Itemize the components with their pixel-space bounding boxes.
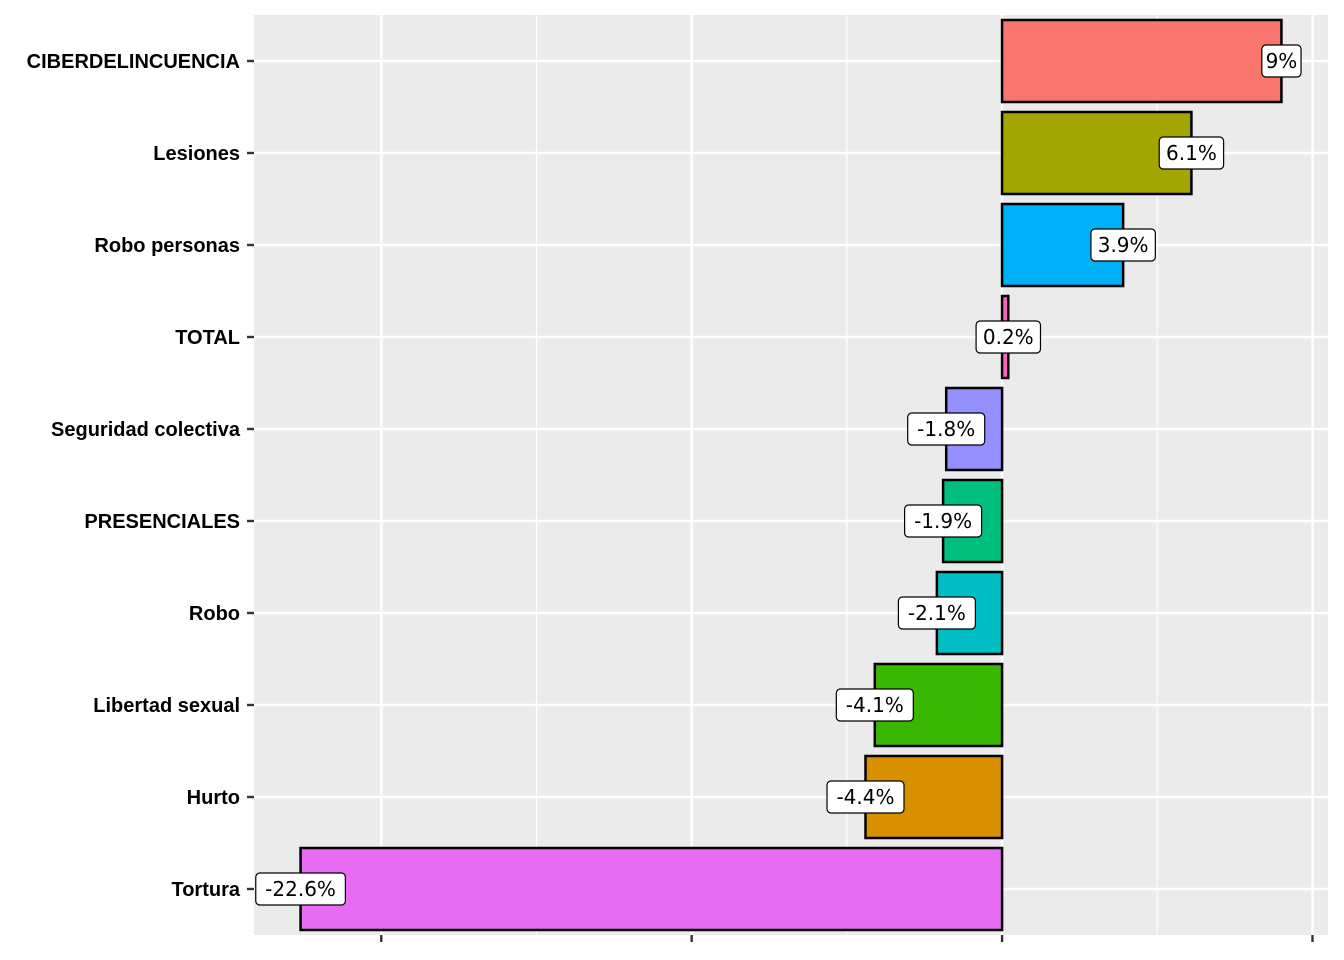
data-label: 9% (1261, 44, 1302, 78)
data-label-box (907, 412, 986, 446)
data-label-box (903, 504, 983, 538)
data-label: -1.9% (903, 504, 983, 538)
data-label-box (975, 320, 1042, 354)
data-label: 3.9% (1090, 228, 1156, 262)
y-tick-label: Hurto (187, 787, 240, 809)
y-tick-label: Tortura (171, 879, 240, 901)
y-tick-label: Robo (189, 603, 240, 625)
data-label-text: -4.4% (836, 785, 894, 809)
data-label-box (835, 688, 914, 722)
y-tick-label: Libertad sexual (93, 695, 240, 717)
data-label-box (1158, 136, 1225, 170)
y-tick-label: CIBERDELINCUENCIA (27, 51, 240, 73)
data-label-text: 0.2% (983, 325, 1034, 349)
data-label: -2.1% (897, 596, 976, 630)
data-label-box (1261, 44, 1302, 78)
data-label: 6.1% (1158, 136, 1225, 170)
data-label-text: 9% (1266, 49, 1298, 73)
data-label-text: -1.9% (914, 509, 972, 533)
y-tick-label: Robo personas (94, 235, 240, 257)
y-tick-label: PRESENCIALES (84, 511, 240, 533)
data-label-text: -1.8% (917, 417, 975, 441)
data-label-box (826, 780, 905, 814)
data-label-text: 6.1% (1166, 141, 1217, 165)
data-label: 0.2% (975, 320, 1042, 354)
y-tick-label: TOTAL (175, 327, 240, 349)
data-label: -4.1% (835, 688, 914, 722)
data-label-box (1090, 228, 1156, 262)
data-label: -22.6% (255, 872, 346, 906)
y-tick-label: Seguridad colectiva (51, 419, 241, 441)
y-tick-label: Lesiones (153, 143, 240, 165)
bar (299, 846, 1004, 932)
data-label-text: -22.6% (265, 877, 336, 901)
bar (1000, 18, 1283, 104)
data-label: -4.4% (826, 780, 905, 814)
data-label-text: -2.1% (908, 601, 966, 625)
data-label-text: 3.9% (1098, 233, 1149, 257)
data-label-box (255, 872, 346, 906)
data-label-text: -4.1% (846, 693, 904, 717)
data-label: -1.8% (907, 412, 986, 446)
data-label-box (897, 596, 976, 630)
